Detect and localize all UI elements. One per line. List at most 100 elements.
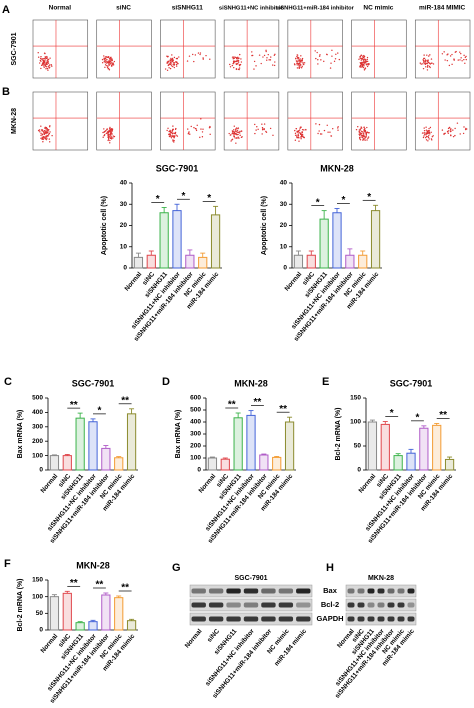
flow-dot [296,136,298,138]
flow-dot [256,126,258,128]
flow-dot [105,132,108,135]
x-tick-label: Normal [40,473,60,495]
flow-dot [265,49,267,52]
significance-label: * [390,408,394,419]
flow-dot [168,67,170,69]
flow-dot [40,55,42,58]
flow-dots [102,126,116,144]
flow-dot [446,59,449,62]
flow-dot [172,128,175,131]
significance-label: * [156,194,160,205]
flow-dot [109,126,111,129]
flow-dots [358,54,370,71]
flow-dot [236,59,238,62]
flow-dot [175,134,177,136]
flow-dot [46,62,48,65]
flow-dot [103,134,105,137]
flow-dots [294,123,339,142]
flow-dots [37,52,53,71]
flow-dot [449,55,452,57]
flow-dot [301,131,303,134]
flow-dot [450,128,452,130]
flow-dot [45,66,48,68]
flow-dot [297,136,299,138]
flow-dot [240,130,243,132]
flow-dot [423,57,426,60]
flow-dot [366,58,368,61]
blot-band [377,588,385,594]
flow-dot [441,129,444,131]
blot-band [397,616,405,622]
blot-band [377,602,385,608]
blot-band [243,588,259,594]
flow-dot [107,139,109,142]
flow-dot [363,65,365,67]
y-tick-label: 30 [120,201,128,208]
flow-dot [171,60,173,63]
flow-dot [113,135,116,138]
y-tick-label: 500 [32,395,43,402]
flow-dot [262,129,264,131]
x-tick-label: Normal [284,271,304,293]
significance-label: * [97,406,101,417]
y-tick-label: 150 [32,577,43,584]
flow-dot [196,124,198,126]
flow-dot [40,125,42,127]
flow-dot [464,128,467,131]
flow-dot [231,130,234,132]
y-tick-label: 100 [190,455,201,462]
flow-dot [362,55,364,57]
flow-dot [358,129,361,131]
flow-dot [44,59,46,61]
flow-dot [359,128,362,130]
flow-dot [425,135,428,138]
flow-dot [269,59,272,61]
flow-dot [107,65,109,67]
flow-dot [43,52,46,54]
flow-dot [110,136,112,138]
flow-dot [103,57,105,59]
flow-dot [43,131,45,133]
flow-dot [450,134,452,136]
flow-dot [104,64,107,66]
flow-dot [450,130,452,132]
flow-dots [37,125,53,143]
flow-dot [200,128,202,130]
flow-dot [231,64,234,67]
bar [284,421,295,471]
y-tick-label: 400 [32,409,43,416]
blot-band [397,602,405,608]
significance-label: ** [70,578,78,589]
flow-dot [233,62,235,64]
flow-dot [331,49,333,52]
flow-dot [209,126,211,128]
flow-dot [101,61,104,64]
flow-dot [362,138,365,140]
flow-dot [40,67,42,70]
flow-dot [441,53,444,55]
bar [126,620,137,631]
bar [62,455,72,471]
flow-dot [463,126,465,128]
flow-dot [41,136,43,138]
flow-dot [233,130,235,133]
panel-letter: A [2,4,10,16]
flow-plot-frame [414,91,471,151]
flow-dot [364,130,367,132]
flow-dot [233,56,235,58]
flow-dot [240,58,242,60]
flow-dot [111,133,113,135]
flow-dot [108,64,110,66]
blot-band [377,616,385,622]
flow-dot [110,132,113,134]
flow-dot [199,53,201,56]
flow-dot [427,140,429,142]
column-header: miR-184 MIMIC [419,5,466,12]
flow-dot [255,129,257,131]
flow-dot [111,58,113,60]
bar [345,254,355,269]
flow-dot [361,134,363,136]
y-tick-label: 100 [32,452,43,459]
flow-dot [330,62,332,64]
